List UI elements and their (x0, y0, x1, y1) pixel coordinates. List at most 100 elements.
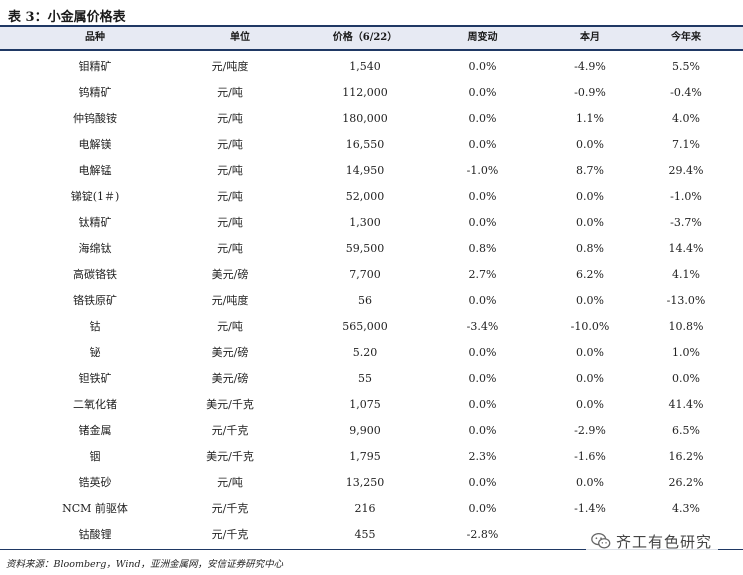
cell-unit: 元/吨度 (211, 60, 249, 73)
cell-month-change: 6.2% (576, 268, 604, 281)
cell-variety: 铬铁原矿 (73, 294, 117, 307)
cell-month-change: 1.1% (576, 112, 604, 125)
cell-ytd-change: -1.0% (670, 190, 702, 203)
watermark-text: 齐工有色研究 (616, 532, 713, 551)
table-row: NCM 前驱体 元/千克 216 0.0% -1.4% 4.3% (0, 496, 743, 522)
cell-price: 180,000 (342, 112, 388, 125)
cell-weekly-change: 2.7% (468, 268, 497, 281)
cell-variety: 锆英砂 (78, 476, 112, 489)
cell-month-change: 0.0% (576, 190, 604, 203)
table-row: 电解镁 元/吨 16,550 0.0% 0.0% 7.1% (0, 132, 743, 158)
cell-unit: 元/吨 (217, 320, 243, 333)
header-ytd: 今年来 (671, 32, 701, 43)
cell-weekly-change: -3.4% (466, 320, 499, 333)
cell-month-change: -4.9% (574, 60, 606, 73)
cell-variety: 电解锰 (78, 164, 112, 177)
cell-ytd-change: 7.1% (672, 138, 700, 151)
cell-variety: 高碳铬铁 (73, 268, 117, 281)
cell-ytd-change: -13.0% (666, 294, 706, 307)
cell-ytd-change: 29.4% (668, 164, 704, 177)
cell-variety: 钼精矿 (78, 60, 112, 73)
header-month: 本月 (580, 32, 600, 43)
cell-month-change: 0.0% (576, 398, 604, 411)
header-unit: 单位 (230, 32, 250, 43)
table-row: 锆英砂 元/吨 13,250 0.0% 0.0% 26.2% (0, 470, 743, 496)
cell-variety: 钛精矿 (78, 216, 112, 229)
cell-weekly-change: 0.0% (468, 502, 497, 515)
cell-month-change: -1.6% (574, 450, 606, 463)
cell-price: 9,900 (349, 424, 381, 437)
cell-price: 1,540 (349, 60, 381, 73)
cell-variety: 锑锭(1＃) (70, 190, 120, 203)
cell-weekly-change: 0.8% (468, 242, 497, 255)
table-row: 钨精矿 元/吨 112,000 0.0% -0.9% -0.4% (0, 80, 743, 106)
wechat-icon (591, 533, 611, 549)
cell-variety: 铋 (89, 346, 101, 359)
source-note: 资料来源：Bloomberg，Wind，亚洲金属网，安信证券研究中心 (6, 559, 284, 570)
cell-unit: 元/吨 (217, 86, 243, 99)
table-row: 海绵钛 元/吨 59,500 0.8% 0.8% 14.4% (0, 236, 743, 262)
cell-unit: 元/吨 (217, 138, 243, 151)
cell-price: 216 (354, 502, 376, 515)
cell-price: 565,000 (342, 320, 388, 333)
cell-variety: 仲钨酸铵 (73, 112, 117, 125)
table-row: 钴酸锂 元/千克 455 -2.8% (0, 522, 743, 548)
cell-price: 1,300 (349, 216, 381, 229)
cell-ytd-change: 4.3% (672, 502, 700, 515)
cell-weekly-change: 0.0% (468, 60, 497, 73)
cell-price: 7,700 (349, 268, 381, 281)
cell-price: 13,250 (345, 476, 385, 489)
cell-ytd-change: 5.5% (672, 60, 700, 73)
cell-ytd-change: 4.1% (672, 268, 700, 281)
cell-weekly-change: 0.0% (468, 216, 497, 229)
cell-variety: 海绵钛 (78, 242, 112, 255)
cell-price: 14,950 (345, 164, 385, 177)
cell-weekly-change: 0.0% (468, 398, 497, 411)
cell-price: 455 (354, 528, 376, 541)
cell-month-change: -0.9% (574, 86, 606, 99)
header-weekly-change: 周变动 (467, 32, 498, 43)
cell-weekly-change: 0.0% (468, 476, 497, 489)
cell-ytd-change: 6.5% (672, 424, 700, 437)
cell-month-change: -1.4% (574, 502, 606, 515)
cell-month-change: -2.9% (574, 424, 606, 437)
cell-month-change: 0.0% (576, 216, 604, 229)
cell-weekly-change: 0.0% (468, 424, 497, 437)
cell-variety: 二氧化锗 (73, 398, 117, 411)
cell-unit: 元/吨 (217, 190, 243, 203)
cell-unit: 元/吨 (217, 216, 243, 229)
table-row: 仲钨酸铵 元/吨 180,000 0.0% 1.1% 4.0% (0, 106, 743, 132)
table-header: 品种 单位 价格（6/22） 周变动 本月 今年来 (0, 27, 743, 51)
cell-month-change: 0.0% (576, 476, 604, 489)
cell-ytd-change: 16.2% (668, 450, 704, 463)
table-row: 二氧化锗 美元/千克 1,075 0.0% 0.0% 41.4% (0, 392, 743, 418)
cell-variety: 钽铁矿 (78, 372, 112, 385)
cell-month-change: 0.0% (576, 346, 604, 359)
cell-unit: 元/吨度 (211, 294, 249, 307)
cell-weekly-change: -2.8% (466, 528, 499, 541)
cell-unit: 元/千克 (211, 424, 249, 437)
table-row: 钛精矿 元/吨 1,300 0.0% 0.0% -3.7% (0, 210, 743, 236)
cell-weekly-change: 0.0% (468, 112, 497, 125)
table-row: 锗金属 元/千克 9,900 0.0% -2.9% 6.5% (0, 418, 743, 444)
cell-weekly-change: 0.0% (468, 346, 497, 359)
cell-ytd-change: 10.8% (668, 320, 704, 333)
cell-price: 59,500 (345, 242, 385, 255)
watermark: 齐工有色研究 (586, 528, 719, 554)
cell-price: 5.20 (352, 346, 378, 359)
cell-ytd-change: 41.4% (668, 398, 704, 411)
table-row: 钼精矿 元/吨度 1,540 0.0% -4.9% 5.5% (0, 54, 743, 80)
cell-weekly-change: 2.3% (468, 450, 497, 463)
cell-price: 55 (358, 372, 372, 385)
cell-ytd-change: -0.4% (670, 86, 702, 99)
bottom-rule (0, 549, 743, 550)
header-variety: 品种 (85, 32, 105, 43)
cell-price: 1,075 (349, 398, 381, 411)
cell-month-change: 0.0% (576, 372, 604, 385)
table-row: 锑锭(1＃) 元/吨 52,000 0.0% 0.0% -1.0% (0, 184, 743, 210)
cell-month-change: 0.0% (576, 294, 604, 307)
cell-price: 112,000 (342, 86, 388, 99)
cell-variety: 锗金属 (78, 424, 112, 437)
cell-variety: NCM 前驱体 (62, 502, 128, 515)
cell-ytd-change: 4.0% (672, 112, 700, 125)
